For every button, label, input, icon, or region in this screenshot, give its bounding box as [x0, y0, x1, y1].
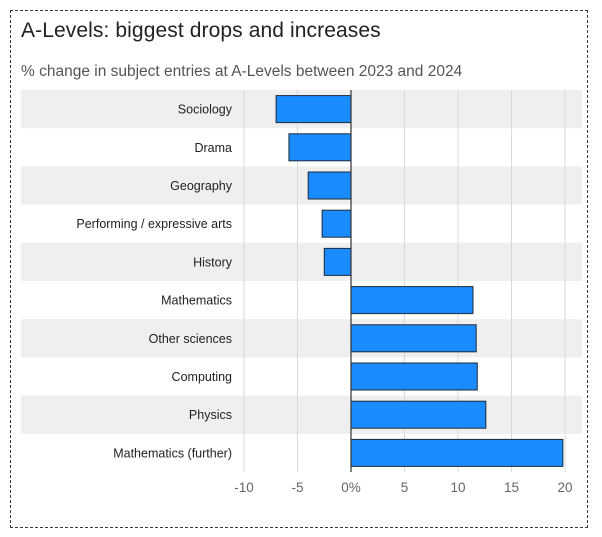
category-label: Performing / expressive arts [76, 217, 232, 231]
bar [350, 324, 477, 353]
category-label: History [193, 255, 233, 269]
bar [323, 247, 352, 276]
bar [275, 95, 352, 124]
x-tick-label: 5 [401, 480, 409, 495]
category-label: Mathematics [161, 294, 232, 308]
x-tick-label: -10 [234, 480, 254, 495]
category-label: Other sciences [149, 332, 232, 346]
row-band [21, 319, 582, 358]
bar [307, 171, 352, 200]
bar [350, 362, 478, 391]
category-label: Drama [194, 141, 232, 155]
row-band [21, 395, 582, 434]
x-tick-label: 20 [557, 480, 572, 495]
bar [350, 438, 564, 467]
bar [321, 209, 352, 238]
bar [350, 400, 487, 429]
chart-subtitle: % change in subject entries at A-Levels … [21, 63, 463, 80]
category-label: Mathematics (further) [113, 446, 232, 460]
row-band [21, 166, 582, 205]
x-tick-label: -5 [291, 480, 303, 495]
x-tick-label: 0% [341, 480, 361, 495]
category-label: Geography [170, 179, 233, 193]
category-label: Physics [189, 408, 232, 422]
bar [350, 286, 474, 315]
x-tick-label: 15 [504, 480, 519, 495]
row-band [21, 242, 582, 281]
x-tick-label: 10 [450, 480, 465, 495]
chart-title: A-Levels: biggest drops and increases [21, 19, 381, 42]
bar [288, 133, 352, 162]
category-label: Sociology [178, 103, 233, 117]
category-label: Computing [172, 370, 232, 384]
